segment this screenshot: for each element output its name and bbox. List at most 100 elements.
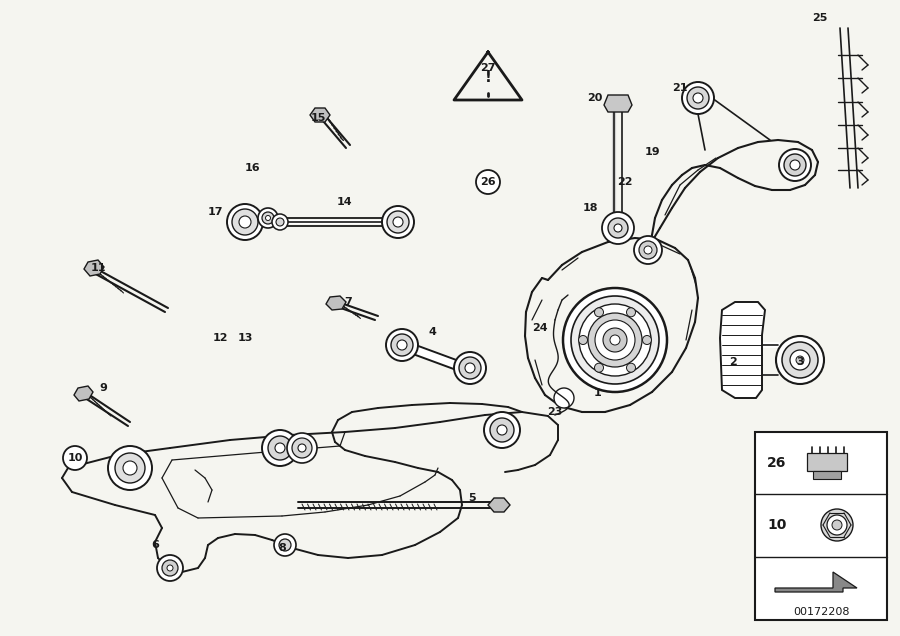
Text: 26: 26 [767,456,787,470]
Text: 16: 16 [244,163,260,173]
Circle shape [292,438,312,458]
Text: 8: 8 [278,543,286,553]
Text: 2: 2 [729,357,737,367]
Polygon shape [326,296,346,310]
Bar [813,471,841,479]
Circle shape [693,93,703,103]
Circle shape [588,313,642,367]
Circle shape [274,534,296,556]
Circle shape [387,211,409,233]
Circle shape [386,329,418,361]
Text: 7: 7 [344,297,352,307]
Text: 19: 19 [644,147,660,157]
Circle shape [272,214,288,230]
Circle shape [563,288,667,392]
Polygon shape [84,260,104,276]
Circle shape [165,563,175,573]
Circle shape [160,558,180,578]
Circle shape [608,218,628,238]
Circle shape [227,204,263,240]
Text: 17: 17 [207,207,223,217]
Circle shape [391,334,413,356]
Text: 25: 25 [813,13,828,23]
Circle shape [262,212,274,224]
Circle shape [393,217,403,227]
Circle shape [279,539,291,551]
Circle shape [579,336,588,345]
Bar [755,432,887,620]
Text: 3: 3 [796,357,804,367]
Polygon shape [310,108,330,122]
Circle shape [595,308,604,317]
Circle shape [476,170,500,194]
Text: 12: 12 [212,333,228,343]
Circle shape [262,430,298,466]
Circle shape [454,352,486,384]
Text: 1: 1 [594,388,602,398]
Text: 24: 24 [532,323,548,333]
Text: 4: 4 [428,327,436,337]
Circle shape [610,335,620,345]
Circle shape [108,446,152,490]
Text: 22: 22 [617,177,633,187]
Text: 15: 15 [310,113,326,123]
Circle shape [497,425,507,435]
Circle shape [790,160,800,170]
Circle shape [459,357,481,379]
Circle shape [157,555,183,581]
Circle shape [298,444,306,452]
Circle shape [554,388,574,408]
Circle shape [490,418,514,442]
Circle shape [63,446,87,470]
Circle shape [397,340,407,350]
Text: 26: 26 [481,177,496,187]
Text: 9: 9 [99,383,107,393]
Circle shape [776,336,824,384]
Text: 11: 11 [90,263,106,273]
Circle shape [239,216,251,228]
Circle shape [790,350,810,370]
Text: 5: 5 [468,493,476,503]
Circle shape [782,342,818,378]
Text: 21: 21 [672,83,688,93]
Polygon shape [488,498,510,512]
Circle shape [784,154,806,176]
Circle shape [687,87,709,109]
Circle shape [614,224,622,232]
Circle shape [682,82,714,114]
Polygon shape [74,386,93,401]
Circle shape [123,461,137,475]
Circle shape [287,433,317,463]
Bar [807,453,847,471]
Polygon shape [604,95,632,112]
Circle shape [595,320,635,360]
Circle shape [276,218,284,226]
Circle shape [571,296,659,384]
Text: 14: 14 [338,197,353,207]
Circle shape [821,509,853,541]
Circle shape [484,412,520,448]
Circle shape [626,363,635,372]
Circle shape [232,209,258,235]
Text: 23: 23 [547,407,562,417]
Polygon shape [775,572,857,592]
Circle shape [626,308,635,317]
Circle shape [595,363,604,372]
Text: 13: 13 [238,333,253,343]
Text: 18: 18 [582,203,598,213]
Text: 00172208: 00172208 [793,607,850,617]
Circle shape [167,565,173,571]
Circle shape [602,212,634,244]
Circle shape [275,443,285,453]
Text: 10: 10 [767,518,787,532]
Polygon shape [720,302,765,398]
Text: 10: 10 [68,453,83,463]
Circle shape [115,453,145,483]
Circle shape [162,560,178,576]
Circle shape [603,328,627,352]
Circle shape [779,149,811,181]
Circle shape [639,241,657,259]
Text: 6: 6 [151,540,159,550]
Circle shape [643,336,652,345]
Circle shape [258,208,278,228]
